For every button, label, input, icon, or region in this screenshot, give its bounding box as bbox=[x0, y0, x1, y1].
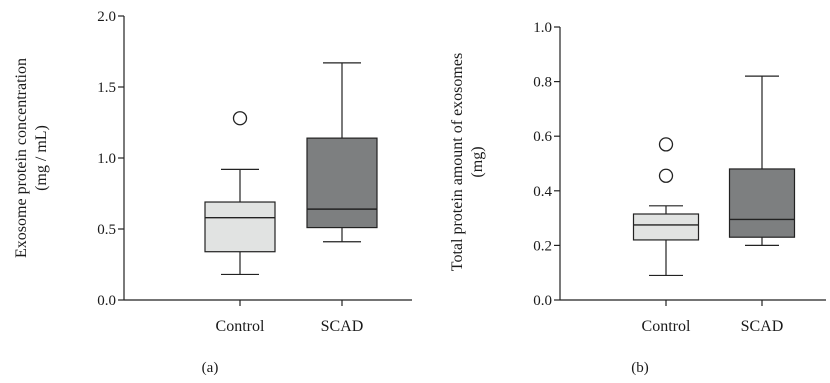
panel-b: 0.0 0.2 0.4 0.6 0.8 1.0 Control SCAD Total prote… bbox=[449, 20, 826, 376]
box-control bbox=[632, 137, 700, 277]
box-iqr bbox=[306, 137, 378, 229]
y-tick-label: 1.5 bbox=[97, 80, 116, 96]
y-tick-label: 0.8 bbox=[533, 75, 552, 91]
y-tick-label: 0.2 bbox=[533, 238, 552, 254]
outlier-point bbox=[232, 111, 248, 126]
x-tick-label: Control bbox=[216, 318, 265, 335]
y-tick-label: 0.0 bbox=[533, 293, 552, 309]
panel-label: (b) bbox=[631, 360, 649, 376]
y-tick-label: 0.0 bbox=[97, 293, 116, 309]
x-tick-label: Control bbox=[642, 318, 691, 335]
box-scad bbox=[728, 75, 796, 246]
box-control bbox=[204, 111, 276, 276]
box-iqr bbox=[632, 213, 700, 241]
outlier-point bbox=[658, 137, 674, 152]
x-tick-label: SCAD bbox=[741, 318, 784, 335]
box-iqr bbox=[728, 168, 796, 238]
y-tick-label: 0.4 bbox=[533, 184, 552, 200]
y-tick-label: 0.5 bbox=[97, 222, 116, 238]
box-iqr bbox=[204, 201, 276, 253]
panel-a: 0.0 0.5 1.0 1.5 2.0 Control SCAD Exosome protei… bbox=[13, 9, 412, 376]
y-axis-title-unit: (mg / mL) bbox=[33, 125, 50, 191]
y-tick-label: 2.0 bbox=[97, 9, 116, 25]
outlier-point bbox=[658, 168, 674, 183]
box-scad bbox=[306, 62, 378, 243]
y-axis-title: Exosome protein concentration bbox=[13, 58, 30, 258]
x-tick-label: SCAD bbox=[321, 318, 364, 335]
panel-label: (a) bbox=[202, 360, 219, 376]
y-tick-label: 1.0 bbox=[533, 20, 552, 36]
y-axis-title: Total protein amount of exosomes bbox=[449, 53, 466, 271]
y-tick-label: 1.0 bbox=[97, 151, 116, 167]
y-axis-title-unit: (mg) bbox=[469, 146, 486, 177]
y-tick-label: 0.6 bbox=[533, 129, 552, 145]
